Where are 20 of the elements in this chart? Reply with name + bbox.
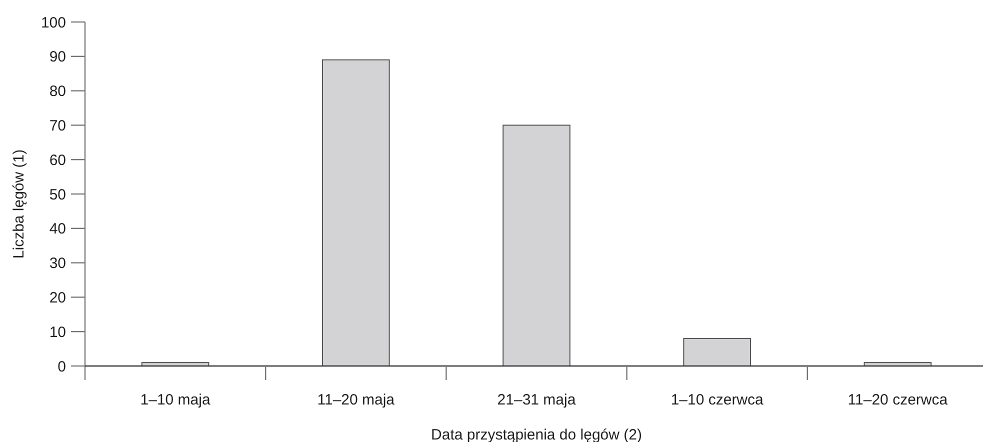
x-tick-label: 1–10 maja xyxy=(140,391,211,408)
bar xyxy=(322,59,390,366)
x-tick-label: 1–10 czerwca xyxy=(670,391,764,408)
y-tick-label: 40 xyxy=(49,220,66,238)
y-tick-label: 10 xyxy=(49,324,66,341)
x-tick-label: 21–31 maja xyxy=(497,391,576,408)
y-tick-label: 0 xyxy=(58,358,66,376)
y-axis-title: Liczba lęgów (1) xyxy=(10,149,28,259)
y-tick-label: 70 xyxy=(49,117,66,134)
bar xyxy=(502,124,570,366)
y-tick-label: 60 xyxy=(49,152,66,169)
y-tick-label: 50 xyxy=(49,186,66,204)
x-tick-label: 11–20 maja xyxy=(317,391,396,408)
y-tick-label: 30 xyxy=(49,255,66,272)
y-tick-label: 100 xyxy=(40,14,66,32)
y-tick-label: 20 xyxy=(49,289,66,306)
x-tick-label: 11–20 czerwca xyxy=(848,391,948,408)
bar xyxy=(683,338,752,366)
y-tick-label: 80 xyxy=(49,83,66,100)
y-tick-label: 90 xyxy=(49,48,66,66)
